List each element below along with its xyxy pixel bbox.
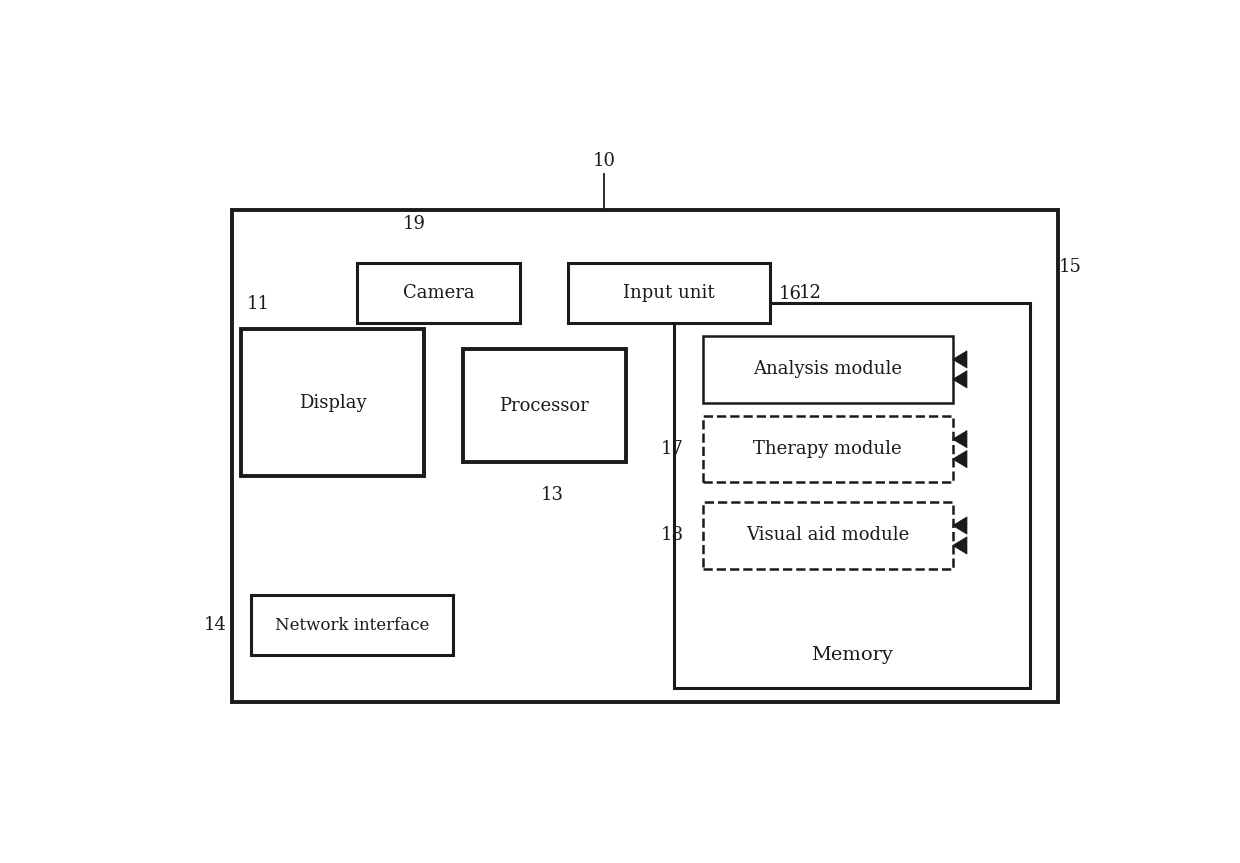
Text: 16: 16: [779, 285, 802, 303]
Bar: [703, 337, 952, 403]
Text: Visual aid module: Visual aid module: [746, 526, 909, 545]
Text: Analysis module: Analysis module: [753, 361, 903, 378]
Text: 12: 12: [799, 284, 822, 302]
Polygon shape: [952, 371, 967, 388]
Bar: [242, 330, 424, 476]
Text: 13: 13: [541, 486, 564, 504]
Text: 14: 14: [205, 616, 227, 634]
Bar: [568, 263, 770, 323]
Bar: [703, 502, 952, 569]
Polygon shape: [952, 537, 967, 554]
Bar: [232, 210, 1059, 702]
Text: Display: Display: [299, 394, 367, 412]
Polygon shape: [952, 431, 967, 448]
Text: Camera: Camera: [403, 284, 475, 302]
Text: Therapy module: Therapy module: [754, 440, 901, 458]
Text: 11: 11: [247, 295, 269, 313]
Text: Network interface: Network interface: [275, 617, 429, 633]
Text: 17: 17: [661, 440, 683, 458]
Bar: [463, 350, 626, 463]
Text: Input unit: Input unit: [624, 284, 715, 302]
Bar: [675, 303, 1029, 689]
Bar: [357, 263, 521, 323]
Text: Memory: Memory: [811, 646, 893, 665]
Text: 10: 10: [593, 152, 615, 170]
Polygon shape: [952, 450, 967, 468]
Bar: [250, 595, 453, 655]
Polygon shape: [952, 517, 967, 534]
Text: 18: 18: [661, 526, 683, 545]
Polygon shape: [952, 350, 967, 368]
Bar: [703, 416, 952, 482]
Text: 15: 15: [1059, 258, 1081, 276]
Text: 19: 19: [403, 215, 425, 233]
Text: Processor: Processor: [500, 397, 589, 415]
